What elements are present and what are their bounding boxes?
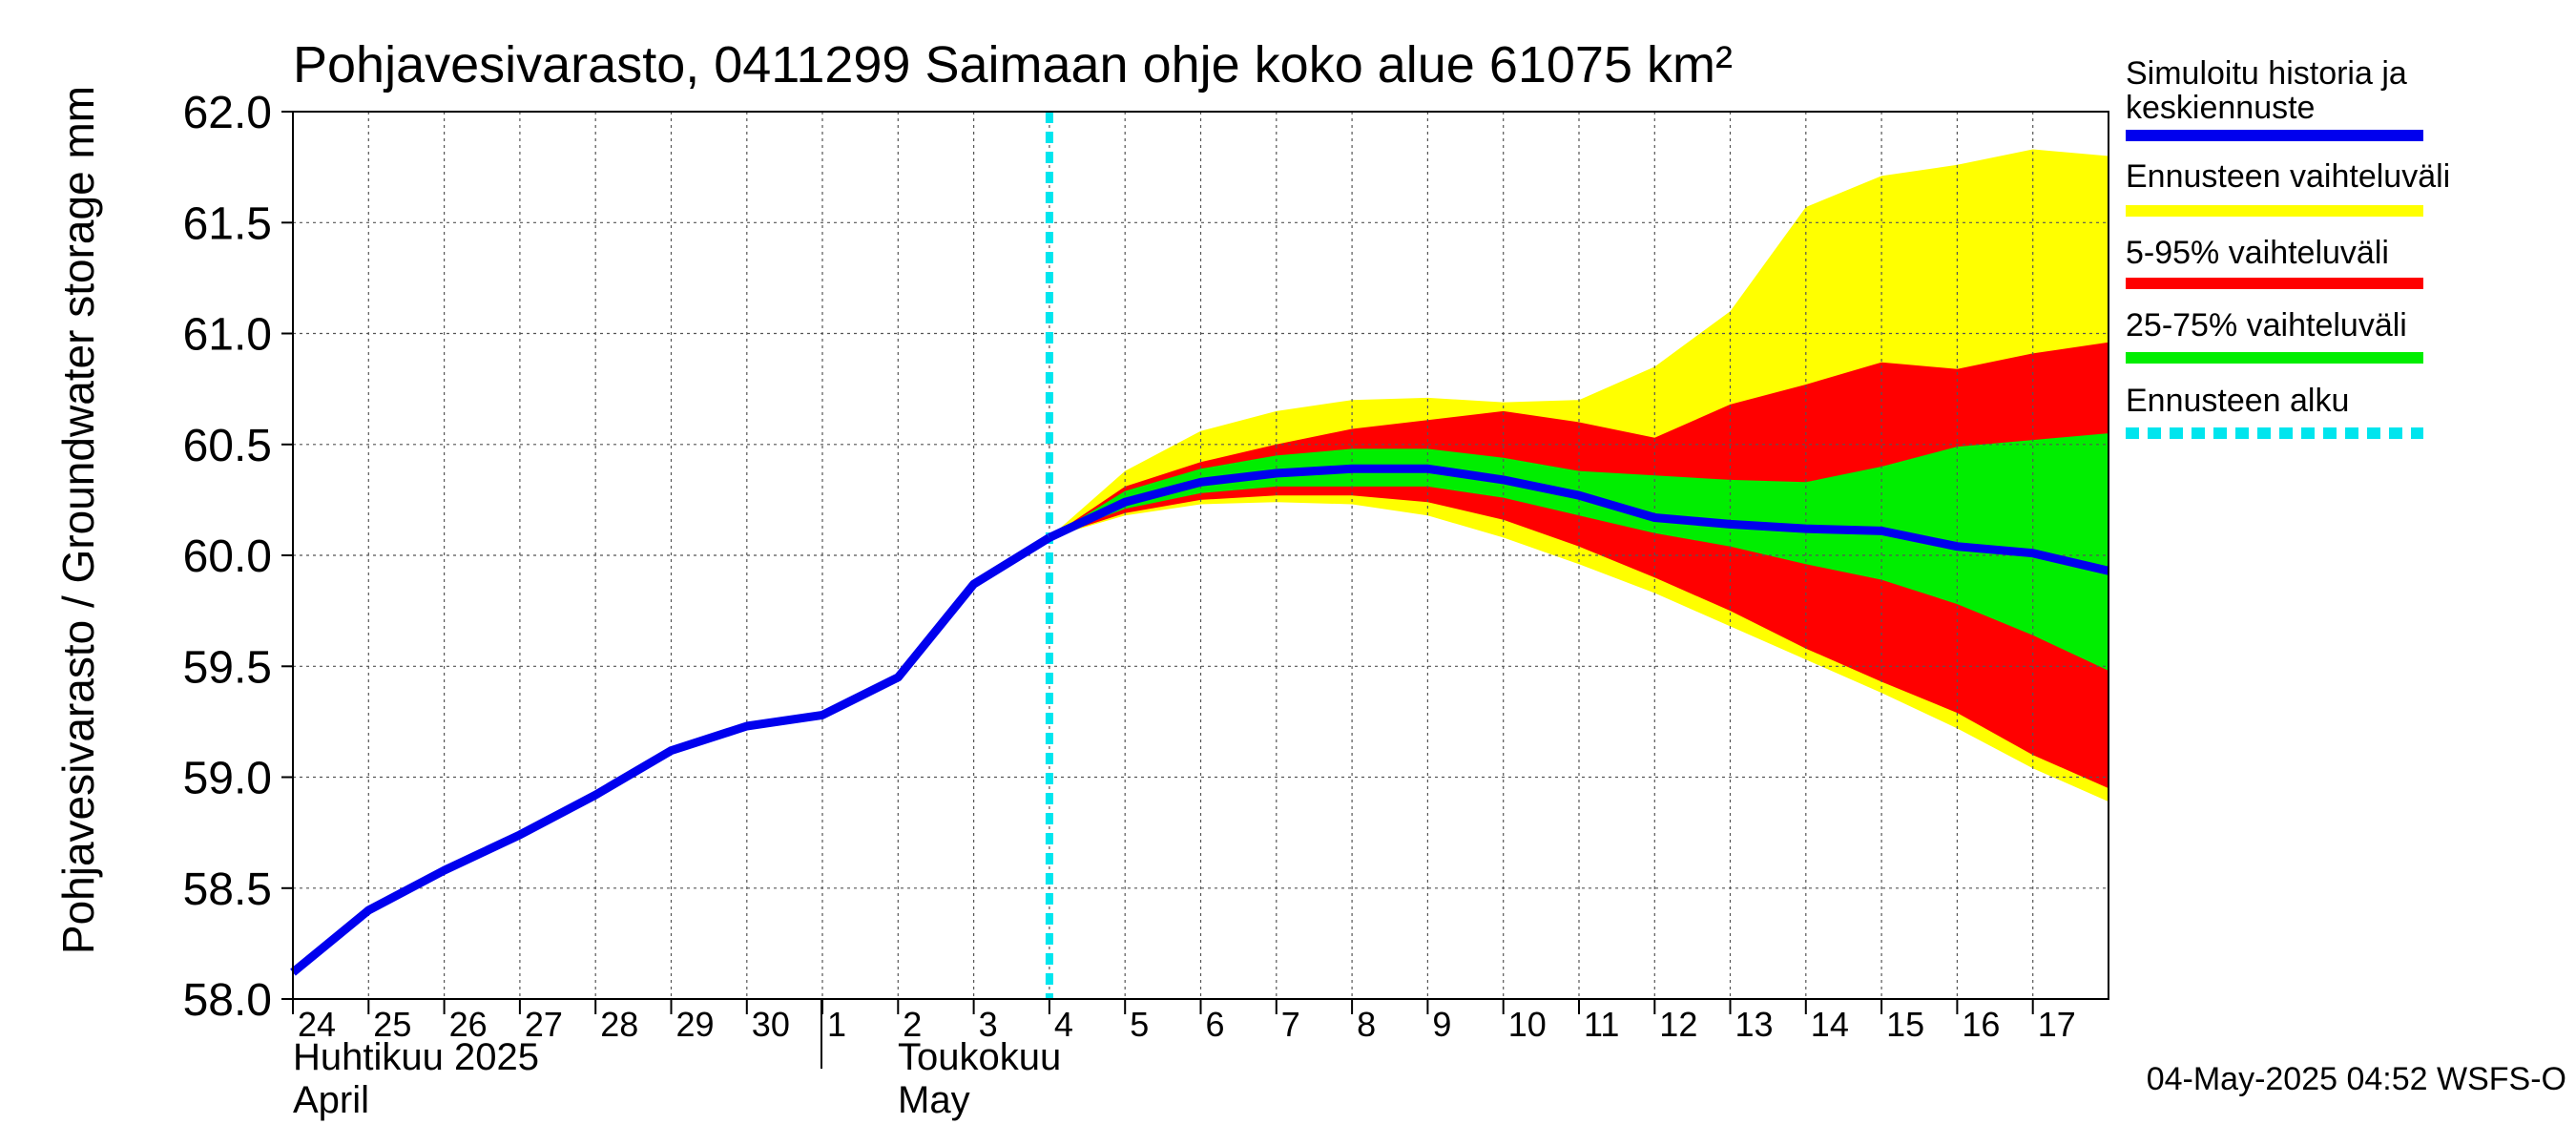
y-axis-label: Pohjavesivarasto / Groundwater storage m… bbox=[53, 86, 103, 954]
y-tick-label: 60.5 bbox=[183, 421, 272, 471]
y-tick-label: 61.0 bbox=[183, 310, 272, 361]
x-tick-label: 9 bbox=[1432, 1005, 1451, 1044]
month-label-may-fi: Toukokuu bbox=[898, 1036, 1061, 1078]
y-tick-label: 59.5 bbox=[183, 642, 272, 693]
range-band-25-75 bbox=[1049, 433, 2109, 671]
month-label-april-en: April bbox=[293, 1079, 369, 1121]
legend-label-2: Ennusteen vaihteluväli bbox=[2126, 158, 2450, 195]
legend-label-3: 5-95% vaihteluväli bbox=[2126, 235, 2389, 271]
legend: Simuloitu historia ja keskiennuste Ennuste… bbox=[2126, 55, 2450, 439]
x-tick-label: 10 bbox=[1508, 1005, 1547, 1044]
y-tick-label: 61.5 bbox=[183, 198, 272, 249]
x-tick-label: 30 bbox=[752, 1005, 790, 1044]
y-tick-label: 58.0 bbox=[183, 975, 272, 1026]
x-tick-label: 17 bbox=[2038, 1005, 2076, 1044]
grid-lines bbox=[293, 112, 2109, 999]
y-tick-label: 60.0 bbox=[183, 531, 272, 582]
legend-label-1: Simuloitu historia ja keskiennuste bbox=[2126, 55, 2407, 126]
chart-title: Pohjavesivarasto, 0411299 Saimaan ohje k… bbox=[293, 36, 1733, 94]
x-tick-label: 3 bbox=[979, 1005, 998, 1044]
history-line bbox=[290, 533, 1052, 976]
x-tick-label: 4 bbox=[1054, 1005, 1073, 1044]
x-tick-label: 1 bbox=[827, 1005, 846, 1044]
x-tick-label: 13 bbox=[1735, 1005, 1774, 1044]
x-tick-label: 5 bbox=[1130, 1005, 1149, 1044]
x-tick-label: 12 bbox=[1659, 1005, 1697, 1044]
x-tick-label: 14 bbox=[1811, 1005, 1849, 1044]
x-tick-label: 15 bbox=[1886, 1005, 1924, 1044]
y-tick-label: 59.0 bbox=[183, 754, 272, 804]
x-tick-label: 2 bbox=[903, 1005, 922, 1044]
x-tick-label: 7 bbox=[1281, 1005, 1300, 1044]
x-axis-ticks: 24 25 26 27 28 29 30 1 2 3 4 5 6 7 8 9 10 11 12 13 14 15 16 17 bbox=[292, 999, 2076, 1044]
median-forecast-line bbox=[1047, 464, 2110, 575]
x-tick-label: 27 bbox=[525, 1005, 563, 1044]
x-tick-label: 29 bbox=[676, 1005, 715, 1044]
legend-label-4: 25-75% vaihteluväli bbox=[2126, 307, 2407, 344]
x-tick-label: 8 bbox=[1357, 1005, 1376, 1044]
forecast-bands bbox=[1049, 149, 2109, 802]
series-lines bbox=[290, 112, 2110, 999]
x-tick-label: 25 bbox=[373, 1005, 411, 1044]
x-tick-label: 6 bbox=[1206, 1005, 1225, 1044]
x-tick-label: 11 bbox=[1584, 1005, 1619, 1044]
x-tick-label: 16 bbox=[1962, 1005, 2000, 1044]
x-tick-label: 28 bbox=[600, 1005, 638, 1044]
y-axis-ticks: 58.0 58.5 59.0 59.5 60.0 60.5 61.0 61.5 62.0 bbox=[183, 88, 293, 1026]
footer-timestamp: 04-May-2025 04:52 WSFS-O bbox=[2147, 1061, 2566, 1097]
x-tick-label: 26 bbox=[449, 1005, 488, 1044]
x-tick-label: 24 bbox=[298, 1005, 336, 1044]
y-tick-label: 62.0 bbox=[183, 88, 272, 138]
y-tick-label: 58.5 bbox=[183, 864, 272, 915]
month-label-april-fi: Huhtikuu 2025 bbox=[293, 1036, 539, 1078]
month-label-may-en: May bbox=[898, 1079, 970, 1121]
legend-label-5: Ennusteen alku bbox=[2126, 383, 2349, 419]
